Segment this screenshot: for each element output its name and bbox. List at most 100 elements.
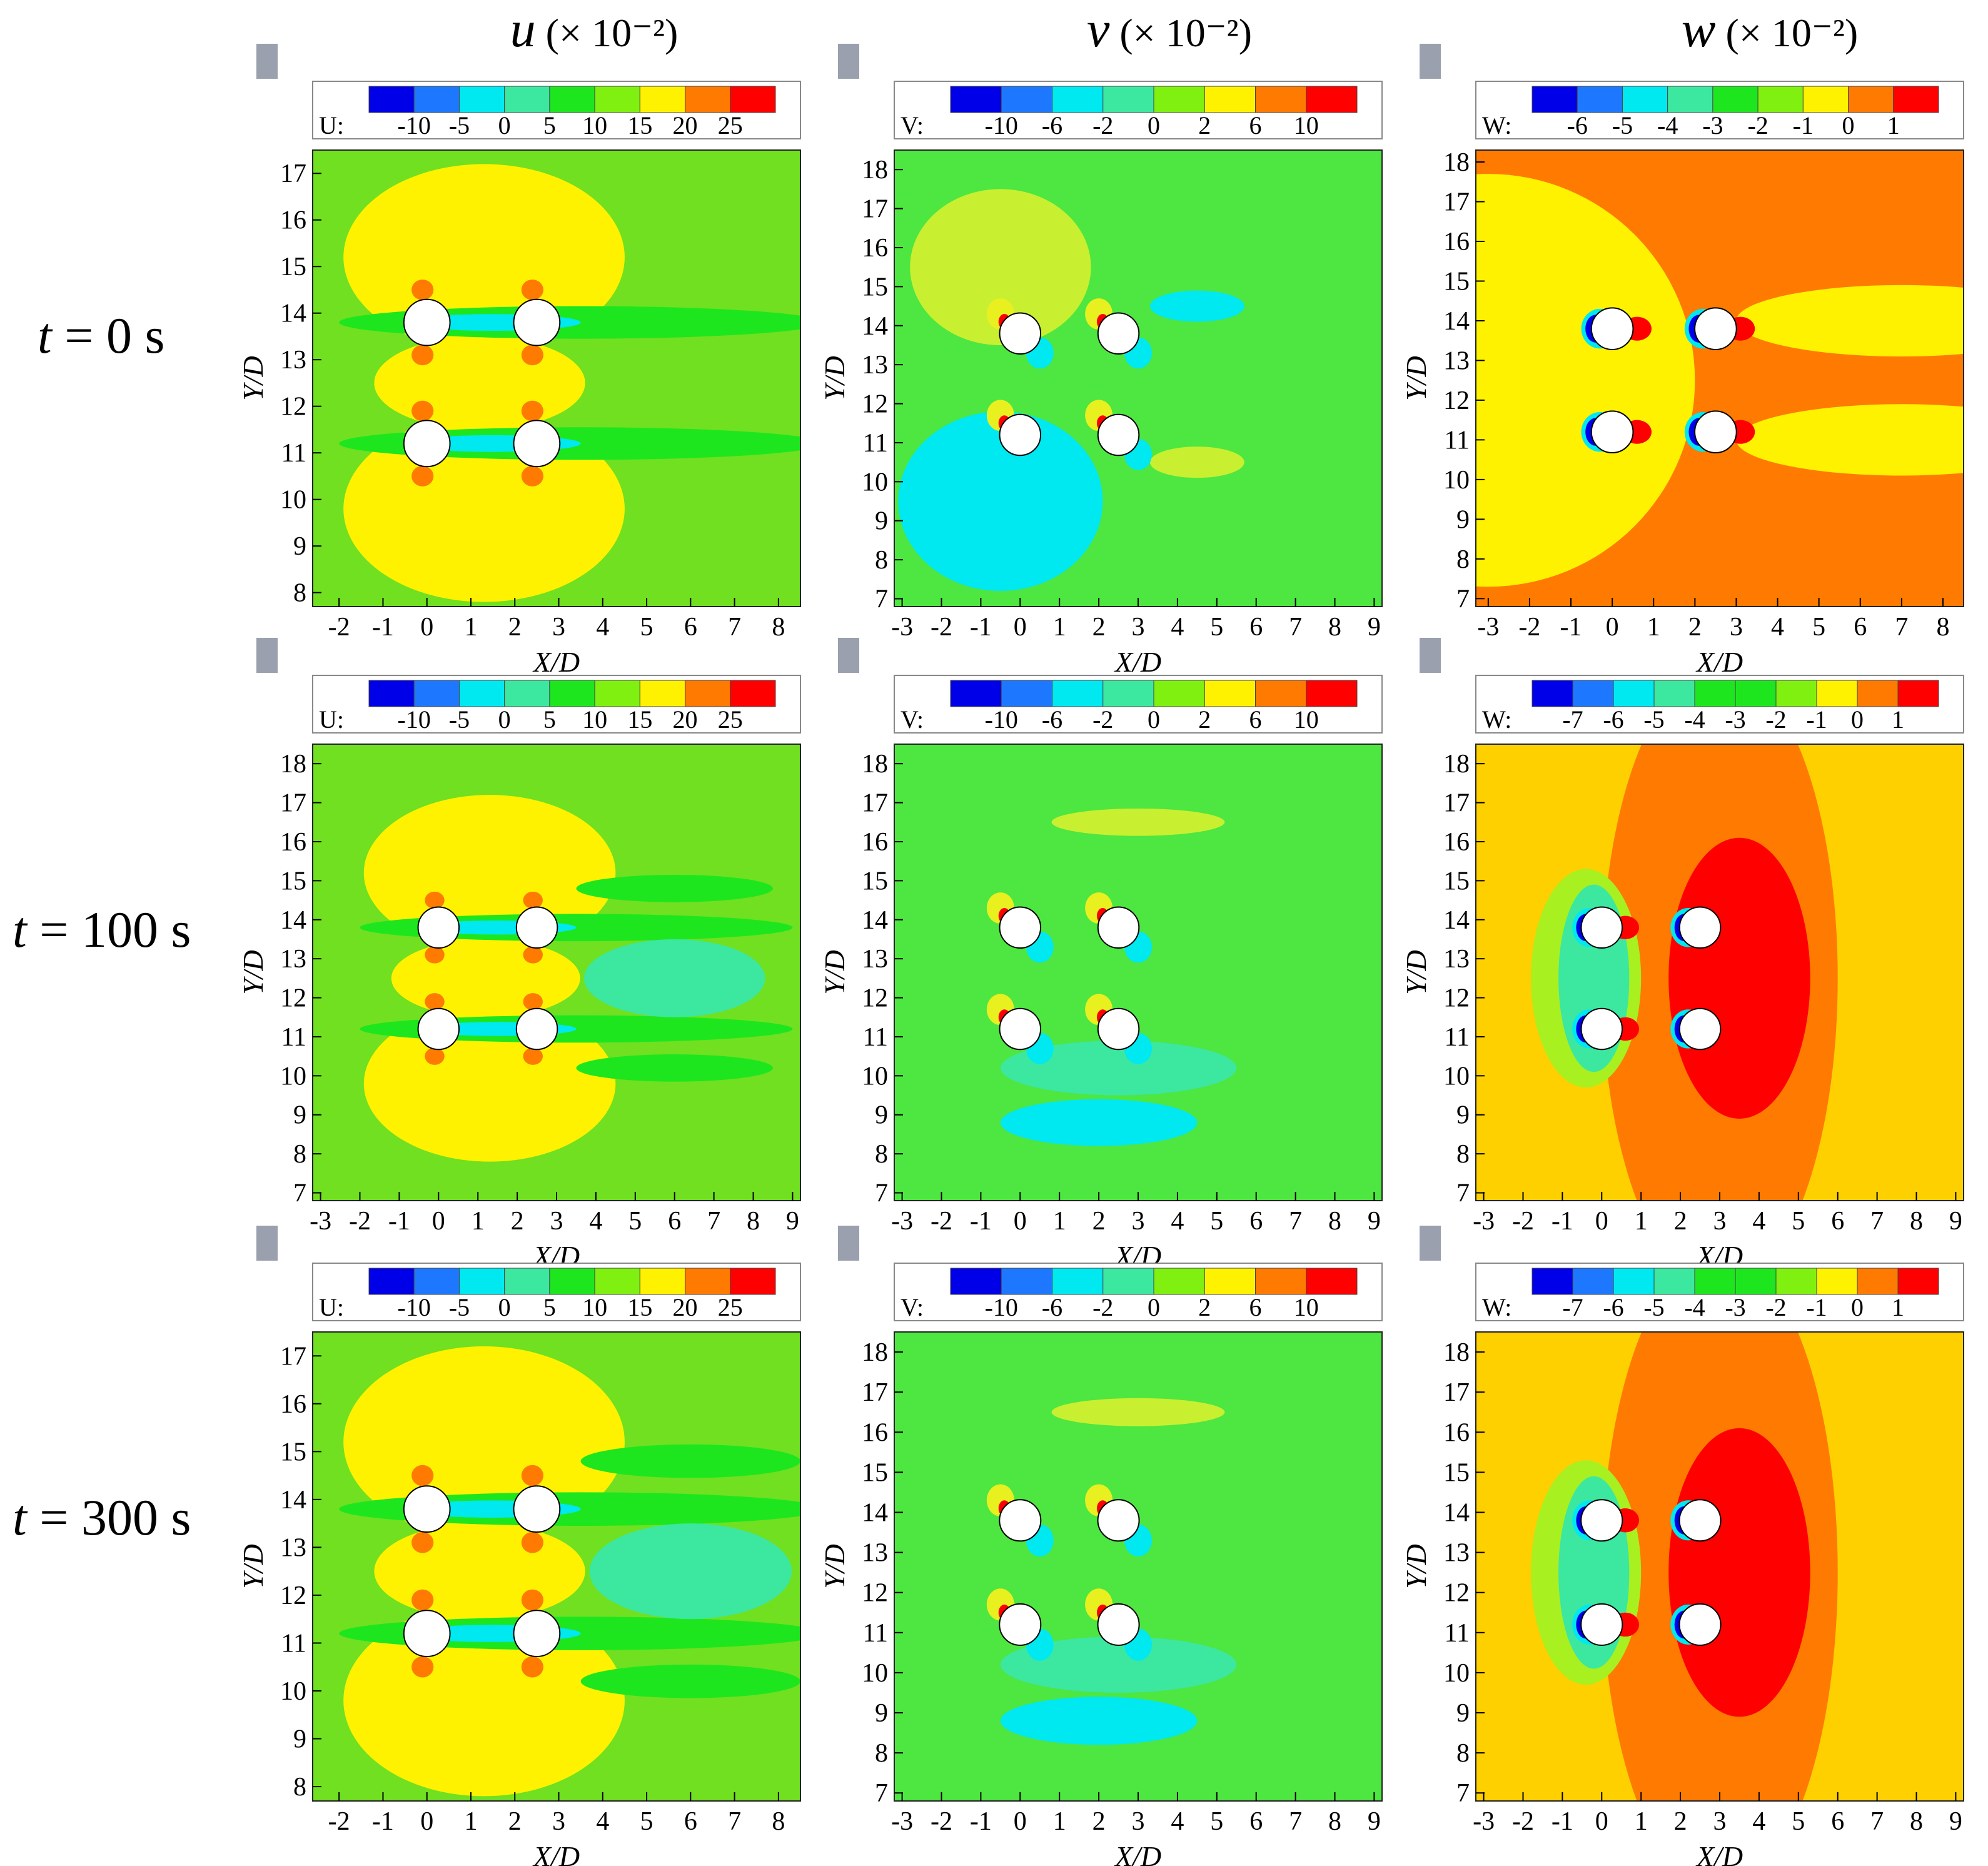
contour-negative-lobe [1000,1041,1237,1096]
legend-tick-label: -3 [1725,705,1745,734]
legend-swatch [1153,1268,1205,1295]
legend-tick-label: -2 [1765,1293,1786,1321]
panel-w-t0: W: -6 -5 -4 -3 -2 -1 0 1-3 -2 -1 0 1 2 3 4 5 6 7 8789101112… [1400,44,1964,678]
panel-marker [1420,638,1441,673]
legend-tick-label: 15 [627,1293,652,1321]
legend-tick-label: 6 [1249,1293,1262,1321]
legend-swatch [1255,1268,1307,1295]
panel-v-t300: V: -10 -6 -2 0 2 6 10-3 -2 -1 0 1 2 3 4 5 6 7 8 97891011121… [819,1226,1383,1866]
cylinder-marker [515,906,558,949]
y-tick-label: 17 [280,159,306,188]
y-tick-label: 9 [875,507,888,536]
y-tick-label: 12 [862,1579,888,1608]
panel-u-t300: U: -10 -5 0 5 10 15 20 25-2 -1 0 1 2 3 4 5 6 7 88910111213… [237,1226,801,1866]
cylinder-marker [1580,906,1623,949]
cylinder-marker [513,298,561,346]
y-tick-label: 11 [1445,1023,1470,1052]
x-tick-label: 3 [1713,1207,1727,1236]
cylinder-marker [1694,410,1737,454]
contour-positive-lobe [910,189,1091,345]
legend-swatch [1757,86,1804,113]
column-header-scale: (× 10⁻²) [545,11,679,55]
panel-v-t0: V: -10 -6 -2 0 2 6 10-3 -2 -1 0 1 2 3 4 5 6 7 8 97891011121… [819,44,1383,678]
x-tick-label: 4 [1752,1807,1765,1836]
contour-negative-lobe [1000,1099,1198,1146]
legend-swatch [1204,86,1256,113]
x-tick-label: 7 [1289,1807,1302,1836]
legend-tick-label: -5 [449,1293,470,1321]
y-tick-label: 9 [293,1725,306,1754]
y-tick-label: 8 [875,1739,888,1768]
legend-tick-label: 1 [1892,1293,1904,1321]
panel-u-t0: U: -10 -5 0 5 10 15 20 25-2 -1 0 1 2 3 4 5 6 7 88910111213… [237,44,801,678]
x-tick-label: 4 [1771,613,1784,642]
legend-prefix: V: [901,705,924,734]
y-tick-label: 7 [875,1779,888,1808]
x-tick-label: -3 [891,1207,913,1236]
cylinder-marker [999,1007,1042,1051]
x-tick-label: 6 [1249,613,1263,642]
field-contours [986,808,1237,1146]
y-tick-label: 18 [1443,1338,1470,1367]
x-tick-label: 8 [772,613,785,642]
x-tick-label: 6 [684,613,697,642]
contour-downstream [576,875,773,902]
legend-swatch [1255,680,1307,707]
x-tick-label: 8 [772,1807,785,1836]
x-axis-label: X/D [1695,646,1743,678]
legend-tick-label: 0 [1851,705,1864,734]
y-tick-label: 7 [875,585,888,614]
y-tick-label: 16 [280,206,306,235]
x-axis-label: X/D [532,1840,580,1866]
y-tick-label: 18 [862,156,888,184]
legend-tick-label: 0 [498,705,511,734]
contour-wake-core [1668,837,1810,1119]
y-tick-label: 10 [280,1677,306,1706]
y-tick-label: 7 [1456,585,1470,613]
x-tick-label: 7 [728,1807,741,1836]
legend-tick-label: -3 [1725,1293,1745,1321]
legend-tick-label: 15 [627,705,652,734]
y-tick-label: 11 [1445,426,1470,455]
legend-tick-label: -10 [985,705,1018,734]
x-tick-label: 9 [1368,613,1381,642]
y-tick-label: 8 [1456,1140,1470,1169]
y-tick-label: 9 [1456,1699,1470,1728]
legend-tick-label: 10 [1294,111,1319,139]
x-tick-label: -3 [1473,1207,1495,1236]
x-tick-label: 2 [508,613,522,642]
x-tick-label: 1 [472,1207,485,1236]
y-tick-label: 13 [1443,1539,1470,1568]
contour-shear-spot [521,400,543,421]
x-tick-label: 3 [1713,1807,1727,1836]
y-tick-label: 7 [1456,1179,1470,1208]
legend-tick-label: -10 [398,705,431,734]
cylinder-marker [1590,410,1634,454]
cylinder-marker [513,1610,561,1658]
legend-swatch [549,1268,595,1295]
column-header-symbol: w [1681,1,1716,58]
contour-high-lobe [374,1523,585,1620]
y-tick-label: 13 [1443,346,1470,375]
legend-tick-label: 25 [718,1293,743,1321]
x-tick-label: 5 [628,1207,642,1236]
y-tick-label: 14 [862,312,888,341]
y-tick-label: 14 [280,1486,306,1515]
cylinder-marker [1678,906,1722,949]
contour-positive-lobe [1149,446,1244,478]
column-header-scale: (× 10⁻²) [1119,11,1253,55]
x-tick-label: 2 [508,1807,522,1836]
cylinder-marker [1097,906,1140,949]
y-tick-label: 8 [1456,1739,1470,1768]
y-tick-label: 16 [1443,828,1470,857]
legend-tick-label: 1 [1887,111,1900,139]
y-tick-label: 8 [875,1140,888,1169]
panel-marker [256,1226,278,1261]
row-header-symbol: t [13,901,27,958]
x-tick-label: 9 [1368,1207,1381,1236]
x-tick-label: 2 [1688,613,1702,642]
cylinder-marker [1097,1603,1140,1646]
y-tick-label: 9 [293,532,306,561]
legend-swatch [458,86,505,113]
y-tick-label: 15 [862,867,888,895]
